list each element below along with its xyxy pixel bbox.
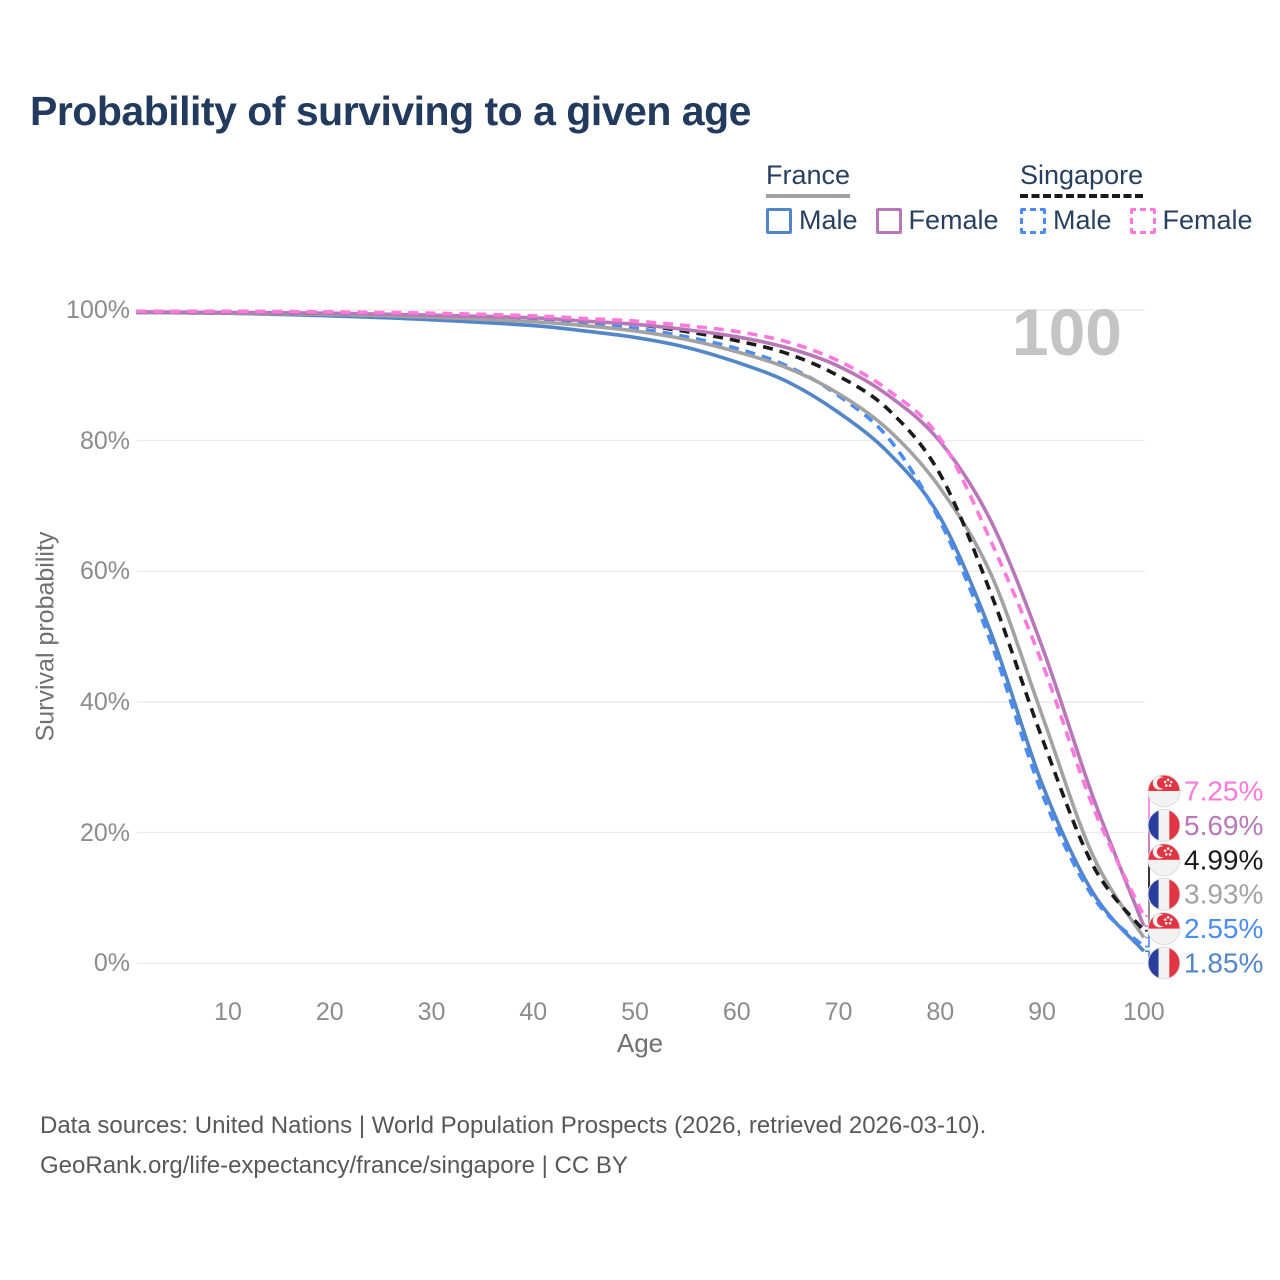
curve-france-male [136,310,1146,953]
legend-item-france-male[interactable]: Male [766,205,858,236]
legend-group-france: France Male Female [766,160,999,236]
legend-item-france-female[interactable]: Female [875,205,999,236]
curve-singapore-male [136,310,1146,948]
curve-singapore [136,310,1146,932]
legend-items: Male Female [1020,205,1253,236]
page-title: Probability of surviving to a given age [30,88,751,134]
legend-swatch-icon [766,207,792,234]
legend-item-label: Male [1053,205,1112,235]
end-label-france: 3.93% [1184,879,1263,910]
flag-fr-icon [1148,947,1180,979]
legend-item-label: Female [908,205,999,235]
legend-group-title: France [766,160,851,198]
leader-line [1145,824,1151,927]
flag-sg-icon [1148,843,1180,876]
end-label-singapore-female: 7.25% [1184,776,1263,807]
curve-france [136,310,1146,939]
x-axis-title: Age [616,1028,664,1058]
end-label-singapore-male: 2.55% [1184,913,1263,944]
curve-france-female [136,310,1146,927]
legend-swatch-icon [1020,207,1046,234]
legend-group-title: Singapore [1020,160,1144,198]
legend-item-singapore-male[interactable]: Male [1020,205,1112,236]
footer: Data sources: United Nations | World Pop… [40,1106,986,1186]
footer-attribution: GeoRank.org/life-expectancy/france/singa… [40,1152,628,1179]
legend-group-singapore: Singapore Male Female [1020,160,1253,236]
age-watermark: 100 [1011,295,1122,369]
legend-item-singapore-female[interactable]: Female [1129,205,1253,236]
curve-singapore-female [136,309,1146,917]
end-label-singapore: 4.99% [1184,844,1263,875]
series-curves [136,309,1146,953]
y-axis-title: Survival probability [31,531,60,742]
end-label-france-male: 1.85% [1184,948,1263,979]
footer-sources: Data sources: United Nations | World Pop… [40,1112,987,1139]
legend-items: Male Female [766,205,999,236]
legend-swatch-icon [1129,207,1156,234]
legend-item-label: Male [799,205,858,235]
flag-fr-icon [1148,878,1180,911]
legend: France Male Female Singapore Male Female [0,160,1280,240]
end-labels: 7.25%5.69%4.99% 3.93%2.55% 1.85% [1145,774,1263,980]
flag-sg-icon [1148,912,1180,945]
flag-sg-icon [1148,775,1180,807]
flag-fr-icon [1148,809,1180,842]
gridlines [137,309,1145,964]
legend-item-label: Female [1162,205,1253,235]
legend-swatch-icon [875,207,902,234]
end-label-france-female: 5.69% [1184,810,1263,841]
